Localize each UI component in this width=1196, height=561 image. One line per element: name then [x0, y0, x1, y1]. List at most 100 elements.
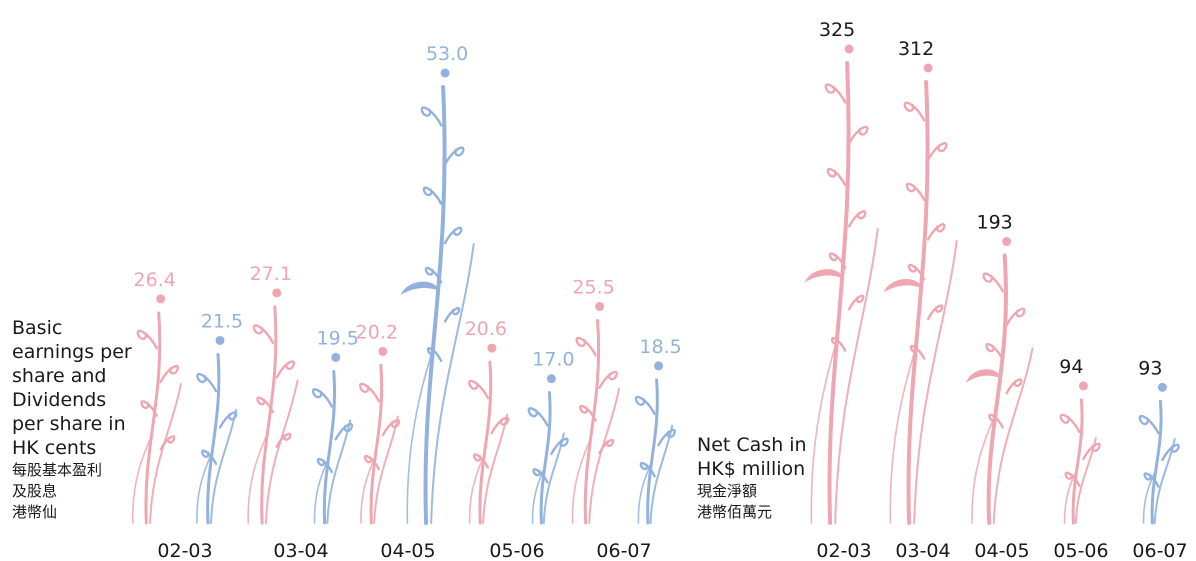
eps-chart-vine-earnings-02-03-branch	[132, 432, 154, 524]
eps-chart-vine-dividend-04-05-curl	[443, 226, 463, 245]
eps-chart-vine-earnings-03-04-curl	[275, 432, 292, 448]
net-cash-chart-vine-02-03-stem	[827, 61, 851, 525]
net-cash-caption: Net Cash in HK$ million 現金淨額 港幣佰萬元	[697, 433, 817, 523]
net-cash-chart-category-label-04-05: 04-05	[974, 540, 1029, 561]
eps-chart-vine-dividend-04-05-curl	[422, 186, 443, 205]
eps-chart-vine-dividend-03-04-curl	[316, 457, 333, 474]
eps-chart-vine-earnings-06-07-stem	[583, 318, 601, 525]
net-cash-chart-vine-03-04-value-label: 312	[898, 38, 934, 60]
eps-chart-vine-earnings-02-03-value-label: 26.4	[134, 269, 176, 291]
eps-chart-vine-dividend-05-06-curl	[550, 437, 569, 456]
eps-chart-vine-earnings-06-07-curl	[579, 404, 597, 422]
eps-chart-vine-dividend-05-06-value-label: 17.0	[532, 349, 574, 371]
eps-chart-category-label-04-05: 04-05	[380, 540, 435, 561]
net-cash-chart-category-label-06-07: 06-07	[1132, 540, 1187, 561]
net-cash-chart-vine-06-07-stem	[1150, 399, 1163, 525]
eps-chart-vine-dividend-04-05-curl	[443, 146, 465, 166]
net-cash-chart-vine-02-03-dot	[844, 44, 854, 54]
eps-chart-category-label-05-06: 05-06	[489, 540, 544, 561]
net-cash-chart-vine-02-03-branch	[810, 332, 840, 524]
eps-chart-vine-dividend-04-05-stem	[423, 85, 447, 525]
eps-chart-vine-earnings-03-04-curl	[252, 324, 274, 345]
eps-chart-vine-earnings-03-04-stem	[260, 305, 278, 525]
eps-chart-vine-earnings-02-03-dot	[156, 294, 166, 304]
eps-chart-vine-dividend-04-05-curl	[443, 306, 461, 323]
eps-chart-vine-dividend-04-05-leaf	[400, 281, 440, 295]
net-cash-chart-vine-05-06-curl	[1064, 471, 1081, 488]
net-cash-chart-vine-06-07-branch	[1142, 467, 1158, 524]
net-cash-chart-vine-02-03-value-label: 325	[819, 19, 855, 41]
eps-chart-vine-earnings-04-05-branch	[360, 453, 377, 524]
eps-chart-vine-dividend-04-05-curl	[426, 347, 443, 362]
net-cash-chart-vine-02-03-leaf	[804, 269, 844, 283]
eps-chart-vine-earnings-05-06-curl	[468, 379, 490, 400]
eps-chart-vine-dividend-02-03-branch	[196, 449, 214, 524]
net-cash-chart-vine-02-03-curl	[847, 210, 867, 228]
net-cash-chart-vine-05-06-curl	[1082, 442, 1101, 461]
eps-chart-vine-earnings-02-03: 26.4	[132, 269, 182, 525]
eps-chart-vine-dividend-06-07-branch	[649, 424, 674, 524]
eps-chart-vine-dividend-04-05-branch	[406, 342, 436, 524]
eps-chart-vine-earnings-03-04: 27.1	[247, 263, 299, 525]
eps-chart-vine-earnings-05-06-dot	[487, 343, 497, 353]
net-cash-chart-vine-02-03-curl	[847, 294, 865, 311]
eps-chart-vine-dividend-03-04-dot	[331, 352, 341, 362]
eps-chart-vine-dividend-05-06-curl	[532, 468, 549, 484]
eps-chart-vine-dividend-04-05-branch	[430, 243, 475, 524]
eps-chart-vine-earnings-04-05-curl	[381, 418, 401, 437]
eps-chart-vine-earnings-02-03-curl	[159, 364, 179, 384]
eps-chart-vine-dividend-05-06-curl	[527, 407, 549, 427]
eps-chart-vine-earnings-05-06-branch	[468, 452, 486, 524]
net-cash-chart-vine-02-03-branch	[834, 228, 879, 524]
eps-chart-vine-earnings-06-07-value-label: 25.5	[572, 276, 614, 298]
eps-chart-vine-dividend-04-05-dot	[440, 68, 450, 78]
eps-chart-vine-dividend-06-07-curl	[639, 461, 656, 478]
eps-chart-vine-dividend-04-05-curl	[420, 106, 443, 127]
net-cash-caption-en: Net Cash in HK$ million	[697, 434, 807, 480]
net-cash-chart-vine-05-06-value-label: 94	[1059, 356, 1083, 378]
net-cash-chart-vine-02-03-curl	[847, 125, 869, 145]
eps-chart-vine-dividend-03-04-value-label: 19.5	[317, 327, 359, 349]
net-cash-chart-category-label-02-03: 02-03	[816, 540, 871, 561]
net-cash-chart-vine-02-03-curl	[828, 252, 847, 270]
eps-chart-vine-dividend-02-03-curl	[201, 449, 218, 466]
eps-chart-vine-earnings-03-04-value-label: 27.1	[250, 263, 292, 285]
net-cash-chart-category-label-03-04: 03-04	[895, 540, 950, 561]
eps-chart-vine-dividend-04-05-curl	[424, 266, 443, 284]
net-cash-chart-vine-03-04-dot	[923, 63, 933, 73]
net-cash-chart-vine-03-04-curl	[903, 101, 926, 122]
net-cash-chart-vine-03-04: 312	[883, 38, 958, 525]
eps-chart-vine-dividend-06-07: 18.5	[634, 336, 682, 525]
eps-chart-vine-earnings-05-06-curl	[472, 453, 490, 469]
eps-chart-vine-dividend-06-07-branch	[637, 459, 654, 524]
eps-chart-vine-dividend-05-06-stem	[539, 391, 552, 525]
net-cash-chart-vine-06-07: 93	[1138, 357, 1180, 525]
eps-chart-vine-dividend-06-07-stem	[646, 378, 659, 525]
net-cash-chart-vine-04-05: 193	[965, 212, 1034, 525]
net-cash-chart-vine-03-04-curl	[907, 263, 926, 281]
net-cash-chart-vine-04-05-value-label: 193	[977, 212, 1013, 234]
eps-chart-vine-earnings-06-07-curl	[598, 438, 615, 455]
eps-chart-vine-earnings-04-05: 20.2	[356, 321, 401, 525]
net-cash-chart-vine-03-04-curl	[905, 182, 926, 202]
net-cash-chart-vine-04-05-dot	[1002, 237, 1012, 247]
eps-chart-vine-earnings-05-06-stem	[478, 360, 493, 525]
eps-chart-vine-earnings-06-07-curl	[575, 336, 597, 357]
net-cash-chart-vine-03-04-curl	[926, 304, 944, 321]
eps-chart-vine-earnings-06-07-dot	[595, 301, 605, 311]
eps-chart-vine-earnings-04-05-curl	[363, 454, 381, 471]
eps-chart-vine-dividend-06-07-dot	[654, 361, 664, 371]
eps-chart-vine-earnings-02-03-curl	[136, 329, 158, 350]
net-cash-chart-vine-05-06-dot	[1078, 381, 1088, 391]
eps-chart-vine-earnings-03-04-dot	[272, 288, 282, 298]
net-cash-chart-vine-03-04-stem	[906, 79, 930, 525]
net-cash-chart-vine-04-05-stem	[986, 253, 1009, 525]
eps-chart-category-label-03-04: 03-04	[273, 540, 328, 561]
net-cash-chart-vine-06-07-dot	[1157, 382, 1167, 392]
eps-chart-vine-earnings-04-05-value-label: 20.2	[356, 321, 398, 343]
net-cash-chart-vine-05-06: 94	[1059, 356, 1101, 525]
eps-chart-vine-dividend-05-06-branch	[531, 464, 547, 524]
eps-chart-category-label-06-07: 06-07	[596, 540, 651, 561]
eps-chart-vine-dividend-03-04-curl	[311, 388, 333, 408]
